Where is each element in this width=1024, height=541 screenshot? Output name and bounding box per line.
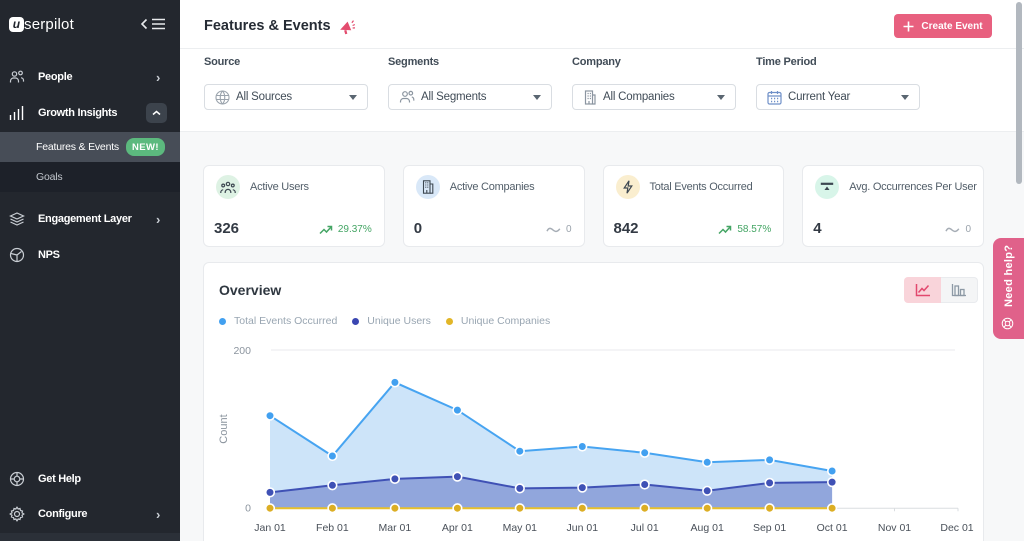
svg-text:Jun 01: Jun 01 [567, 522, 599, 534]
svg-text:Apr 01: Apr 01 [442, 522, 473, 534]
svg-text:May 01: May 01 [503, 522, 538, 534]
svg-text:Count: Count [218, 414, 230, 443]
svg-text:Jan 01: Jan 01 [254, 522, 286, 534]
svg-text:Dec 01: Dec 01 [940, 522, 973, 534]
svg-text:Feb 01: Feb 01 [316, 522, 349, 534]
svg-text:Sep 01: Sep 01 [753, 522, 786, 534]
svg-text:Aug 01: Aug 01 [691, 522, 724, 534]
svg-text:Mar 01: Mar 01 [379, 522, 412, 534]
svg-text:0: 0 [245, 503, 251, 515]
svg-text:Jul 01: Jul 01 [631, 522, 659, 534]
svg-text:Nov 01: Nov 01 [878, 522, 911, 534]
svg-text:200: 200 [233, 345, 251, 357]
svg-text:Oct 01: Oct 01 [817, 522, 848, 534]
